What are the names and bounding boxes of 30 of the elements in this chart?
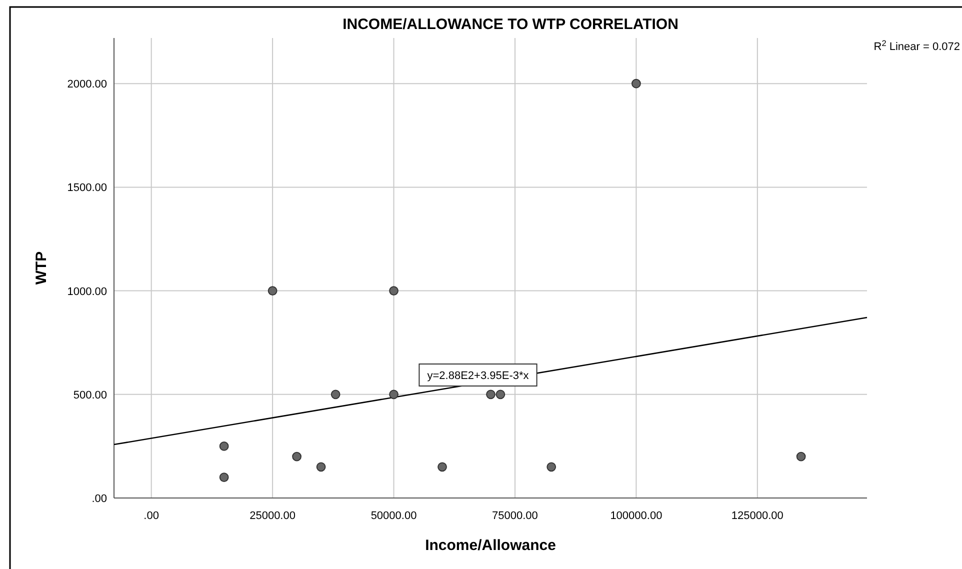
point bbox=[389, 390, 398, 400]
point bbox=[486, 390, 496, 400]
x-tick-label: 25000.00 bbox=[250, 510, 296, 522]
x-tick-label: 75000.00 bbox=[492, 510, 538, 522]
x-tick-label: 125000.00 bbox=[731, 510, 784, 522]
x-tick-label: .00 bbox=[144, 510, 159, 522]
point bbox=[546, 462, 556, 472]
point bbox=[796, 452, 806, 462]
point bbox=[330, 390, 340, 400]
point bbox=[496, 390, 506, 400]
point bbox=[438, 462, 447, 472]
point bbox=[389, 286, 398, 296]
y-tick-label: 2000.00 bbox=[67, 78, 107, 91]
y-tick-label: 1000.00 bbox=[67, 286, 107, 298]
text: R$^{2}$ Linear = 0.072 bbox=[874, 38, 960, 53]
x-tick-label: 100000.00 bbox=[610, 510, 662, 522]
y-tick-label: .00 bbox=[92, 493, 107, 505]
point bbox=[632, 78, 641, 88]
x-axis-title: Income/Allowance bbox=[425, 537, 556, 554]
y-tick-label: 500.00 bbox=[73, 389, 107, 402]
point bbox=[292, 452, 302, 462]
chart-title: INCOME/ALLOWANCE TO WTP CORRELATION bbox=[342, 16, 678, 33]
annotation: y=2.88E2+3.95E-3*x bbox=[427, 370, 530, 382]
x-tick-label: 50000.00 bbox=[370, 510, 417, 522]
point bbox=[268, 286, 278, 296]
y-tick-label: 1500.00 bbox=[67, 182, 107, 194]
point bbox=[219, 472, 229, 482]
y-axis-title: WTP bbox=[33, 251, 50, 285]
point bbox=[219, 442, 229, 451]
point bbox=[316, 462, 326, 472]
